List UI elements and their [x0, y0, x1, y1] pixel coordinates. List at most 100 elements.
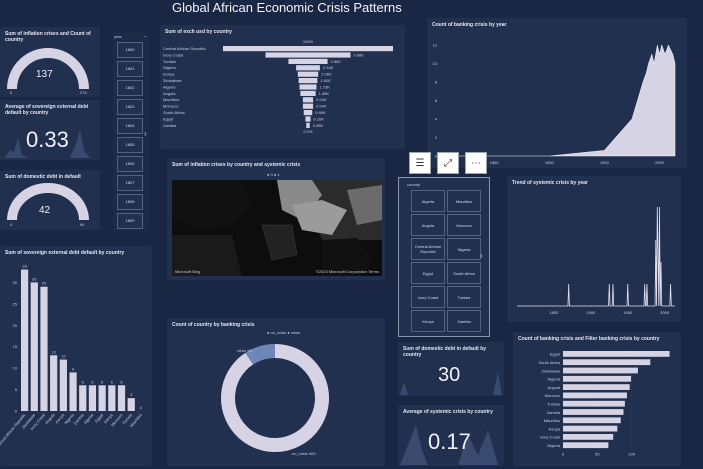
bar: [563, 417, 621, 424]
year-option[interactable]: 1804: [117, 118, 143, 134]
x-tick: Kenya: [54, 412, 66, 424]
country-option[interactable]: Central African Republic: [411, 238, 445, 260]
country-option[interactable]: Tunisia: [447, 286, 481, 308]
data-label: 9: [72, 366, 75, 371]
year-option[interactable]: 1809: [117, 213, 143, 229]
banking-crisis-donut-card[interactable]: Count of country by banking crisis ● no_…: [167, 318, 385, 466]
donut-label-no-crisis: no_crisis 963: [292, 451, 316, 456]
inflation-map-card[interactable]: Sum of inflation crises by country and s…: [167, 158, 385, 280]
card-title: Sum of domestic debt in default by count…: [403, 346, 487, 358]
x-tick: 2000: [655, 160, 665, 165]
funnel-value-label: 2.06K: [321, 72, 332, 77]
chevron-right-icon[interactable]: ›: [480, 251, 483, 260]
country-option[interactable]: Ivory Coast: [411, 286, 445, 308]
exch-usd-funnel-card[interactable]: Sum of exch usd by country 100% Central A…: [160, 25, 405, 149]
sparkline: [400, 425, 498, 465]
country-option[interactable]: Zambia: [447, 310, 481, 332]
funnel-bar: [306, 122, 310, 128]
card-title: Average of systemic crisis by country: [403, 409, 493, 415]
slicer-header: year: [114, 34, 122, 39]
systemic-crisis-kpi-card[interactable]: Average of systemic crisis by country 0.…: [398, 405, 504, 466]
chevron-down-icon[interactable]: ⌄: [143, 33, 147, 38]
banking-by-country-card[interactable]: Count of banking crisis and Filter banki…: [513, 332, 681, 466]
banking-crisis-area-card[interactable]: Count of banking crisis by year 0 2 4 6 8 10 1…: [427, 18, 687, 168]
more-options-icon[interactable]: ⋯: [465, 152, 487, 174]
africa-map[interactable]: [172, 180, 382, 276]
y-tick: 5: [15, 387, 18, 392]
area-series: [439, 44, 676, 157]
focus-mode-icon[interactable]: ⤢: [437, 152, 459, 174]
funnel-bar: [223, 46, 393, 52]
country-option[interactable]: Morocco: [447, 214, 481, 236]
funnel-bar: [302, 103, 314, 109]
data-label: 3: [130, 392, 133, 397]
card-title: Trend of systemic crisis by year: [512, 180, 588, 186]
data-label: 6: [91, 379, 94, 384]
country-option[interactable]: Nigeria: [447, 238, 481, 260]
systemic-series: [517, 206, 675, 307]
x-tick: 1950: [623, 310, 633, 315]
data-label: 6: [82, 379, 85, 384]
bar: [563, 375, 632, 382]
sparkline: [400, 372, 502, 395]
country-option[interactable]: Kenya: [411, 310, 445, 332]
data-label: 33: [22, 264, 27, 269]
funnel-category: Ivory Coast: [163, 52, 184, 57]
bar: [108, 385, 116, 411]
chevron-right-icon[interactable]: ›: [144, 129, 147, 138]
gauge-chart: [7, 48, 89, 90]
country-option[interactable]: Egypt: [411, 262, 445, 284]
data-label: 13: [51, 349, 56, 354]
funnel-bar: [303, 110, 313, 116]
country-option[interactable]: South Africa: [447, 262, 481, 284]
year-option[interactable]: 1801: [117, 61, 143, 77]
map-credit: ©2023 Microsoft Corporation Terms: [315, 269, 379, 274]
year-option[interactable]: 1805: [117, 137, 143, 153]
bar: [563, 409, 624, 415]
slicer-header: country: [407, 182, 421, 187]
avg-sovereign-default-card[interactable]: Average of sovereign external debt defau…: [0, 100, 100, 160]
funnel-top-label: 100%: [303, 39, 314, 44]
gauge-min: 0: [10, 222, 13, 227]
country-option[interactable]: Mauritius: [447, 190, 481, 212]
bar: [117, 385, 126, 411]
country-option[interactable]: Algeria: [411, 190, 445, 212]
category-label: Angola: [548, 385, 561, 390]
funnel-category: Central African Republic: [163, 46, 206, 51]
year-option[interactable]: 1808: [117, 194, 143, 210]
bar: [563, 434, 614, 440]
category-label: Egypt: [550, 352, 561, 357]
domestic-debt-kpi-card[interactable]: Sum of domestic debt in default by count…: [398, 342, 504, 396]
donut-legend: ● no_crisis ● crisis: [267, 330, 301, 335]
funnel-bar: [297, 71, 319, 77]
funnel-category: Nigeria: [163, 65, 176, 70]
funnel-category: Morocco: [163, 104, 179, 109]
bar: [40, 286, 48, 411]
year-slicer[interactable]: year ⌄ 1800 1801 1802 1803 1804 1805 1806 1807 1…: [113, 33, 149, 231]
card-title: Average of sovereign external debt defau…: [5, 104, 89, 116]
year-option[interactable]: 1806: [117, 156, 143, 172]
bar: [563, 392, 627, 399]
y-tick: 30: [13, 280, 18, 285]
country-slicer[interactable]: country Algeria Mauritius Angola Morocco Cen…: [398, 177, 490, 337]
systemic-trend-card[interactable]: Trend of systemic crisis by year 1850 190…: [507, 176, 681, 322]
domestic-debt-gauge-card[interactable]: Sum of domestic debt in default 42 0 84: [0, 170, 100, 230]
year-option[interactable]: 1800: [117, 42, 143, 58]
banking-area-chart: 0 2 4 6 8 10 12 1850 1900 1950 2000: [433, 43, 676, 165]
funnel-value-label: 0.94K: [316, 104, 327, 109]
card-title: Count of banking crisis and Filter banki…: [518, 336, 660, 342]
donut-chart: [221, 344, 329, 452]
filter-icon[interactable]: ☰: [409, 152, 431, 174]
inflation-gauge-card[interactable]: Sum of inflation crises and Count of cou…: [0, 27, 100, 97]
funnel-category: Egypt: [163, 116, 174, 121]
year-option[interactable]: 1803: [117, 99, 143, 115]
year-option[interactable]: 1802: [117, 80, 143, 96]
country-option[interactable]: Angola: [411, 214, 445, 236]
x-tick: 1900: [586, 310, 596, 315]
year-option[interactable]: 1807: [117, 175, 143, 191]
category-label: Zimbabwe: [542, 368, 561, 373]
data-label: 29: [42, 281, 47, 286]
sovereign-default-bar-card[interactable]: Sum of sovereign external debt default b…: [0, 246, 152, 466]
funnel-value-label: 1.82K: [320, 78, 331, 83]
gauge-chart: [7, 183, 89, 221]
